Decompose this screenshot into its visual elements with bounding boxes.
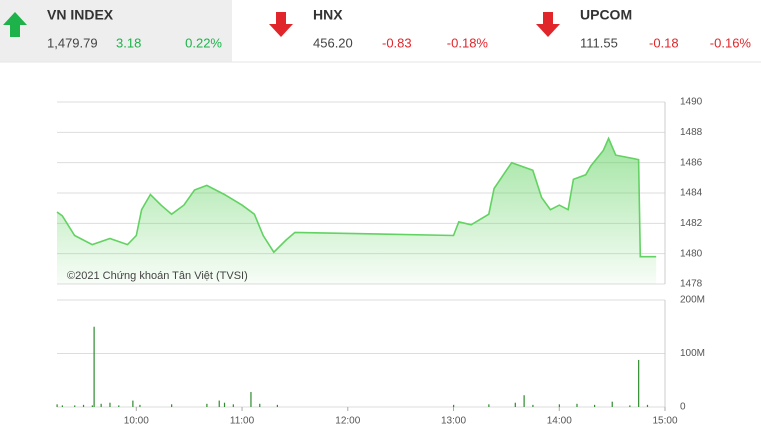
volume-bar [91, 405, 93, 407]
ticker-percent: 0.22% [185, 35, 222, 50]
volume-bar [171, 404, 173, 407]
volume-bar [132, 400, 134, 407]
volume-bar [276, 404, 278, 407]
ticker-name: VN INDEX [47, 7, 114, 23]
price-area [57, 138, 657, 284]
price-line [56, 136, 657, 258]
volume-bar [74, 405, 76, 407]
volume-bar [453, 404, 455, 407]
volume-bar [139, 404, 141, 407]
x-tick-label: 11:00 [230, 416, 255, 427]
y-tick-label: 100M [680, 348, 705, 359]
x-tick-label: 13:00 [441, 416, 466, 427]
y-tick-label: 1480 [680, 248, 703, 259]
x-tick-label: 14:00 [547, 416, 572, 427]
volume-bar [646, 404, 649, 407]
ticker-value: 456.20 [313, 35, 353, 50]
volume-bar [576, 403, 578, 407]
volume-bar [56, 404, 58, 407]
y-tick-label: 1482 [680, 218, 703, 229]
volume-bar [629, 405, 631, 407]
volume-bar [93, 326, 95, 407]
ticker-value: 1,479.79 [47, 35, 98, 50]
ticker-bg [0, 0, 232, 62]
volume-bar [100, 403, 102, 407]
x-tick-label: 10:00 [124, 416, 149, 427]
ticker-percent: -0.16% [710, 35, 752, 50]
volume-bar [523, 395, 525, 407]
volume-bar [82, 404, 85, 407]
volume-bar [250, 392, 252, 407]
ticker-percent: -0.18% [447, 35, 489, 50]
volume-bar [232, 404, 234, 407]
ticker-change: 3.18 [116, 35, 141, 50]
y-tick-label: 0 [680, 402, 686, 413]
direction-arrow [3, 12, 27, 37]
x-tick-label: 15:00 [652, 416, 677, 427]
volume-bar [206, 403, 208, 407]
volume-bar [259, 403, 261, 407]
ticker-change: -0.83 [382, 35, 412, 50]
y-tick-label: 1478 [680, 279, 703, 290]
y-tick-label: 1484 [680, 188, 703, 199]
y-tick-label: 1486 [680, 157, 703, 168]
volume-bar [532, 404, 534, 407]
volume-bar [611, 401, 613, 407]
y-tick-label: 1490 [680, 97, 703, 108]
ticker-value: 111.55 [580, 35, 618, 50]
direction-arrow [269, 12, 293, 37]
ticker-change: -0.18 [649, 35, 679, 50]
ticker-name: UPCOM [580, 7, 632, 23]
volume-bar [558, 404, 560, 407]
volume-bar [514, 402, 516, 407]
volume-bar [109, 402, 111, 407]
copyright: ©2021 Chứng khoán Tân Việt (TVSI) [67, 270, 248, 282]
y-tick-label: 1488 [680, 127, 703, 138]
y-tick-label: 200M [680, 295, 705, 306]
volume-bar [61, 405, 63, 407]
x-tick-label: 12:00 [335, 416, 360, 427]
volume-bar [594, 404, 596, 407]
volume-bar [118, 405, 120, 407]
volume-bar [223, 402, 226, 407]
ticker-name: HNX [313, 7, 343, 23]
volume-bar [638, 359, 640, 407]
direction-arrow [536, 12, 560, 37]
volume-bar [488, 404, 490, 407]
volume-bar [218, 400, 220, 407]
